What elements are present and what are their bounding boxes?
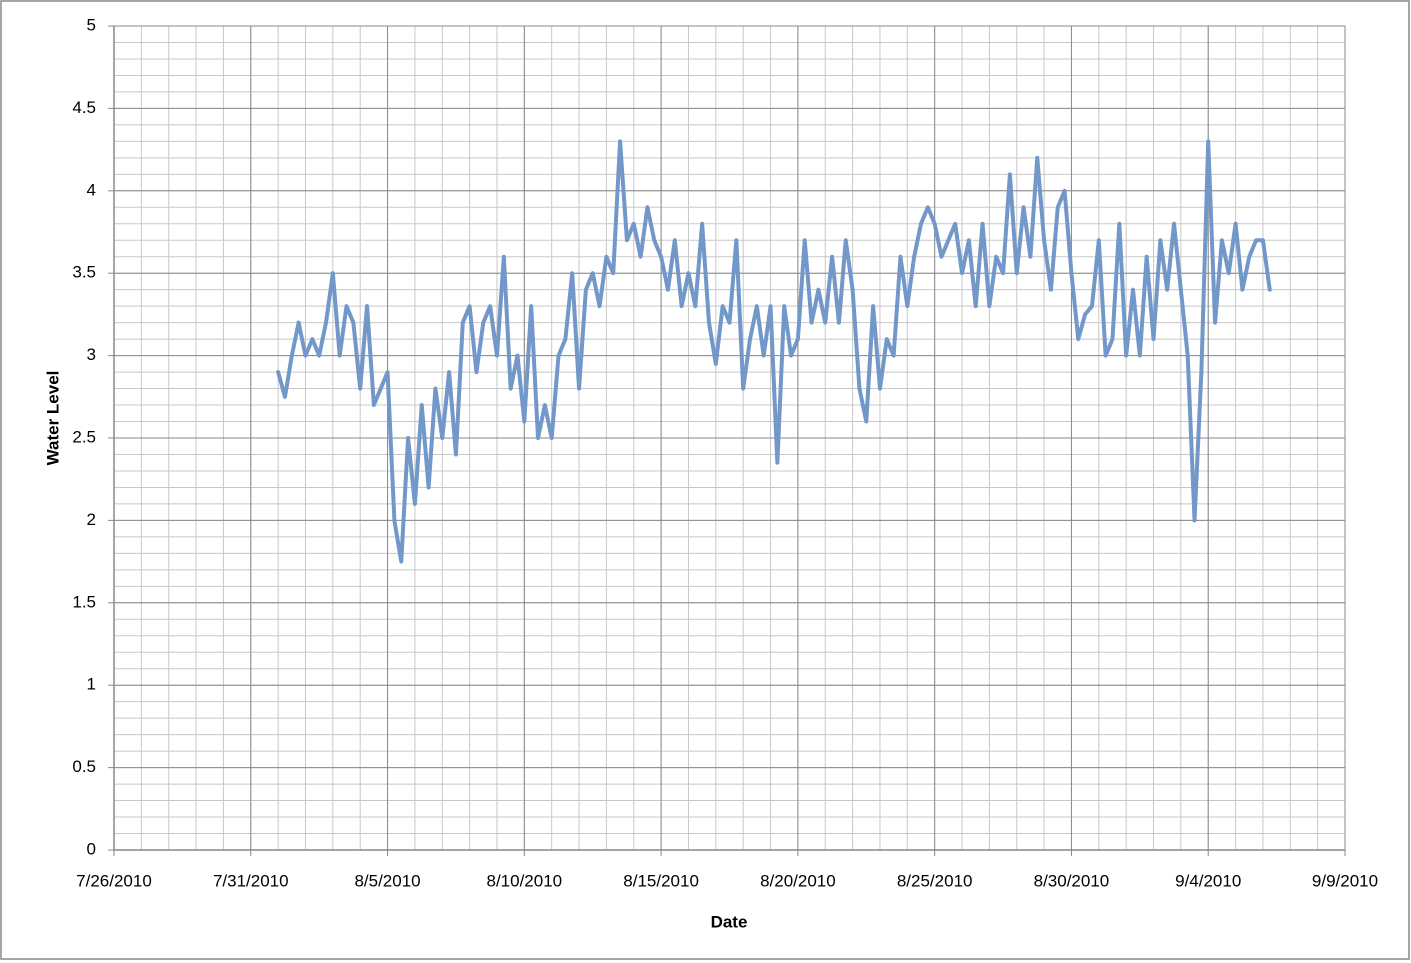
x-tick-label: 8/25/2010 xyxy=(897,871,973,890)
y-axis-title: Water Level xyxy=(43,371,62,466)
y-tick-label: 0 xyxy=(87,839,96,858)
x-tick-label: 7/26/2010 xyxy=(76,871,152,890)
x-tick-label: 9/4/2010 xyxy=(1175,871,1241,890)
data-line xyxy=(276,139,1272,564)
y-tick-label: 4 xyxy=(87,180,96,199)
y-tick-label: 1 xyxy=(87,675,96,694)
y-tick-label: 4.5 xyxy=(72,98,96,117)
x-tick-label: 8/20/2010 xyxy=(760,871,836,890)
y-tick-label: 0.5 xyxy=(72,757,96,776)
y-tick-label: 1.5 xyxy=(72,592,96,611)
x-tick-label: 9/9/2010 xyxy=(1312,871,1378,890)
y-tick-label: 5 xyxy=(87,15,96,34)
x-tick-label: 8/30/2010 xyxy=(1034,871,1110,890)
y-tick-label: 2.5 xyxy=(72,427,96,446)
x-tick-label: 8/15/2010 xyxy=(623,871,699,890)
x-tick-label: 8/5/2010 xyxy=(354,871,420,890)
x-axis-title: Date xyxy=(711,912,748,931)
y-tick-label: 2 xyxy=(87,510,96,529)
x-tick-label: 8/10/2010 xyxy=(487,871,563,890)
y-tick-label: 3.5 xyxy=(72,263,96,282)
x-tick-label: 7/31/2010 xyxy=(213,871,289,890)
y-tick-label: 3 xyxy=(87,345,96,364)
